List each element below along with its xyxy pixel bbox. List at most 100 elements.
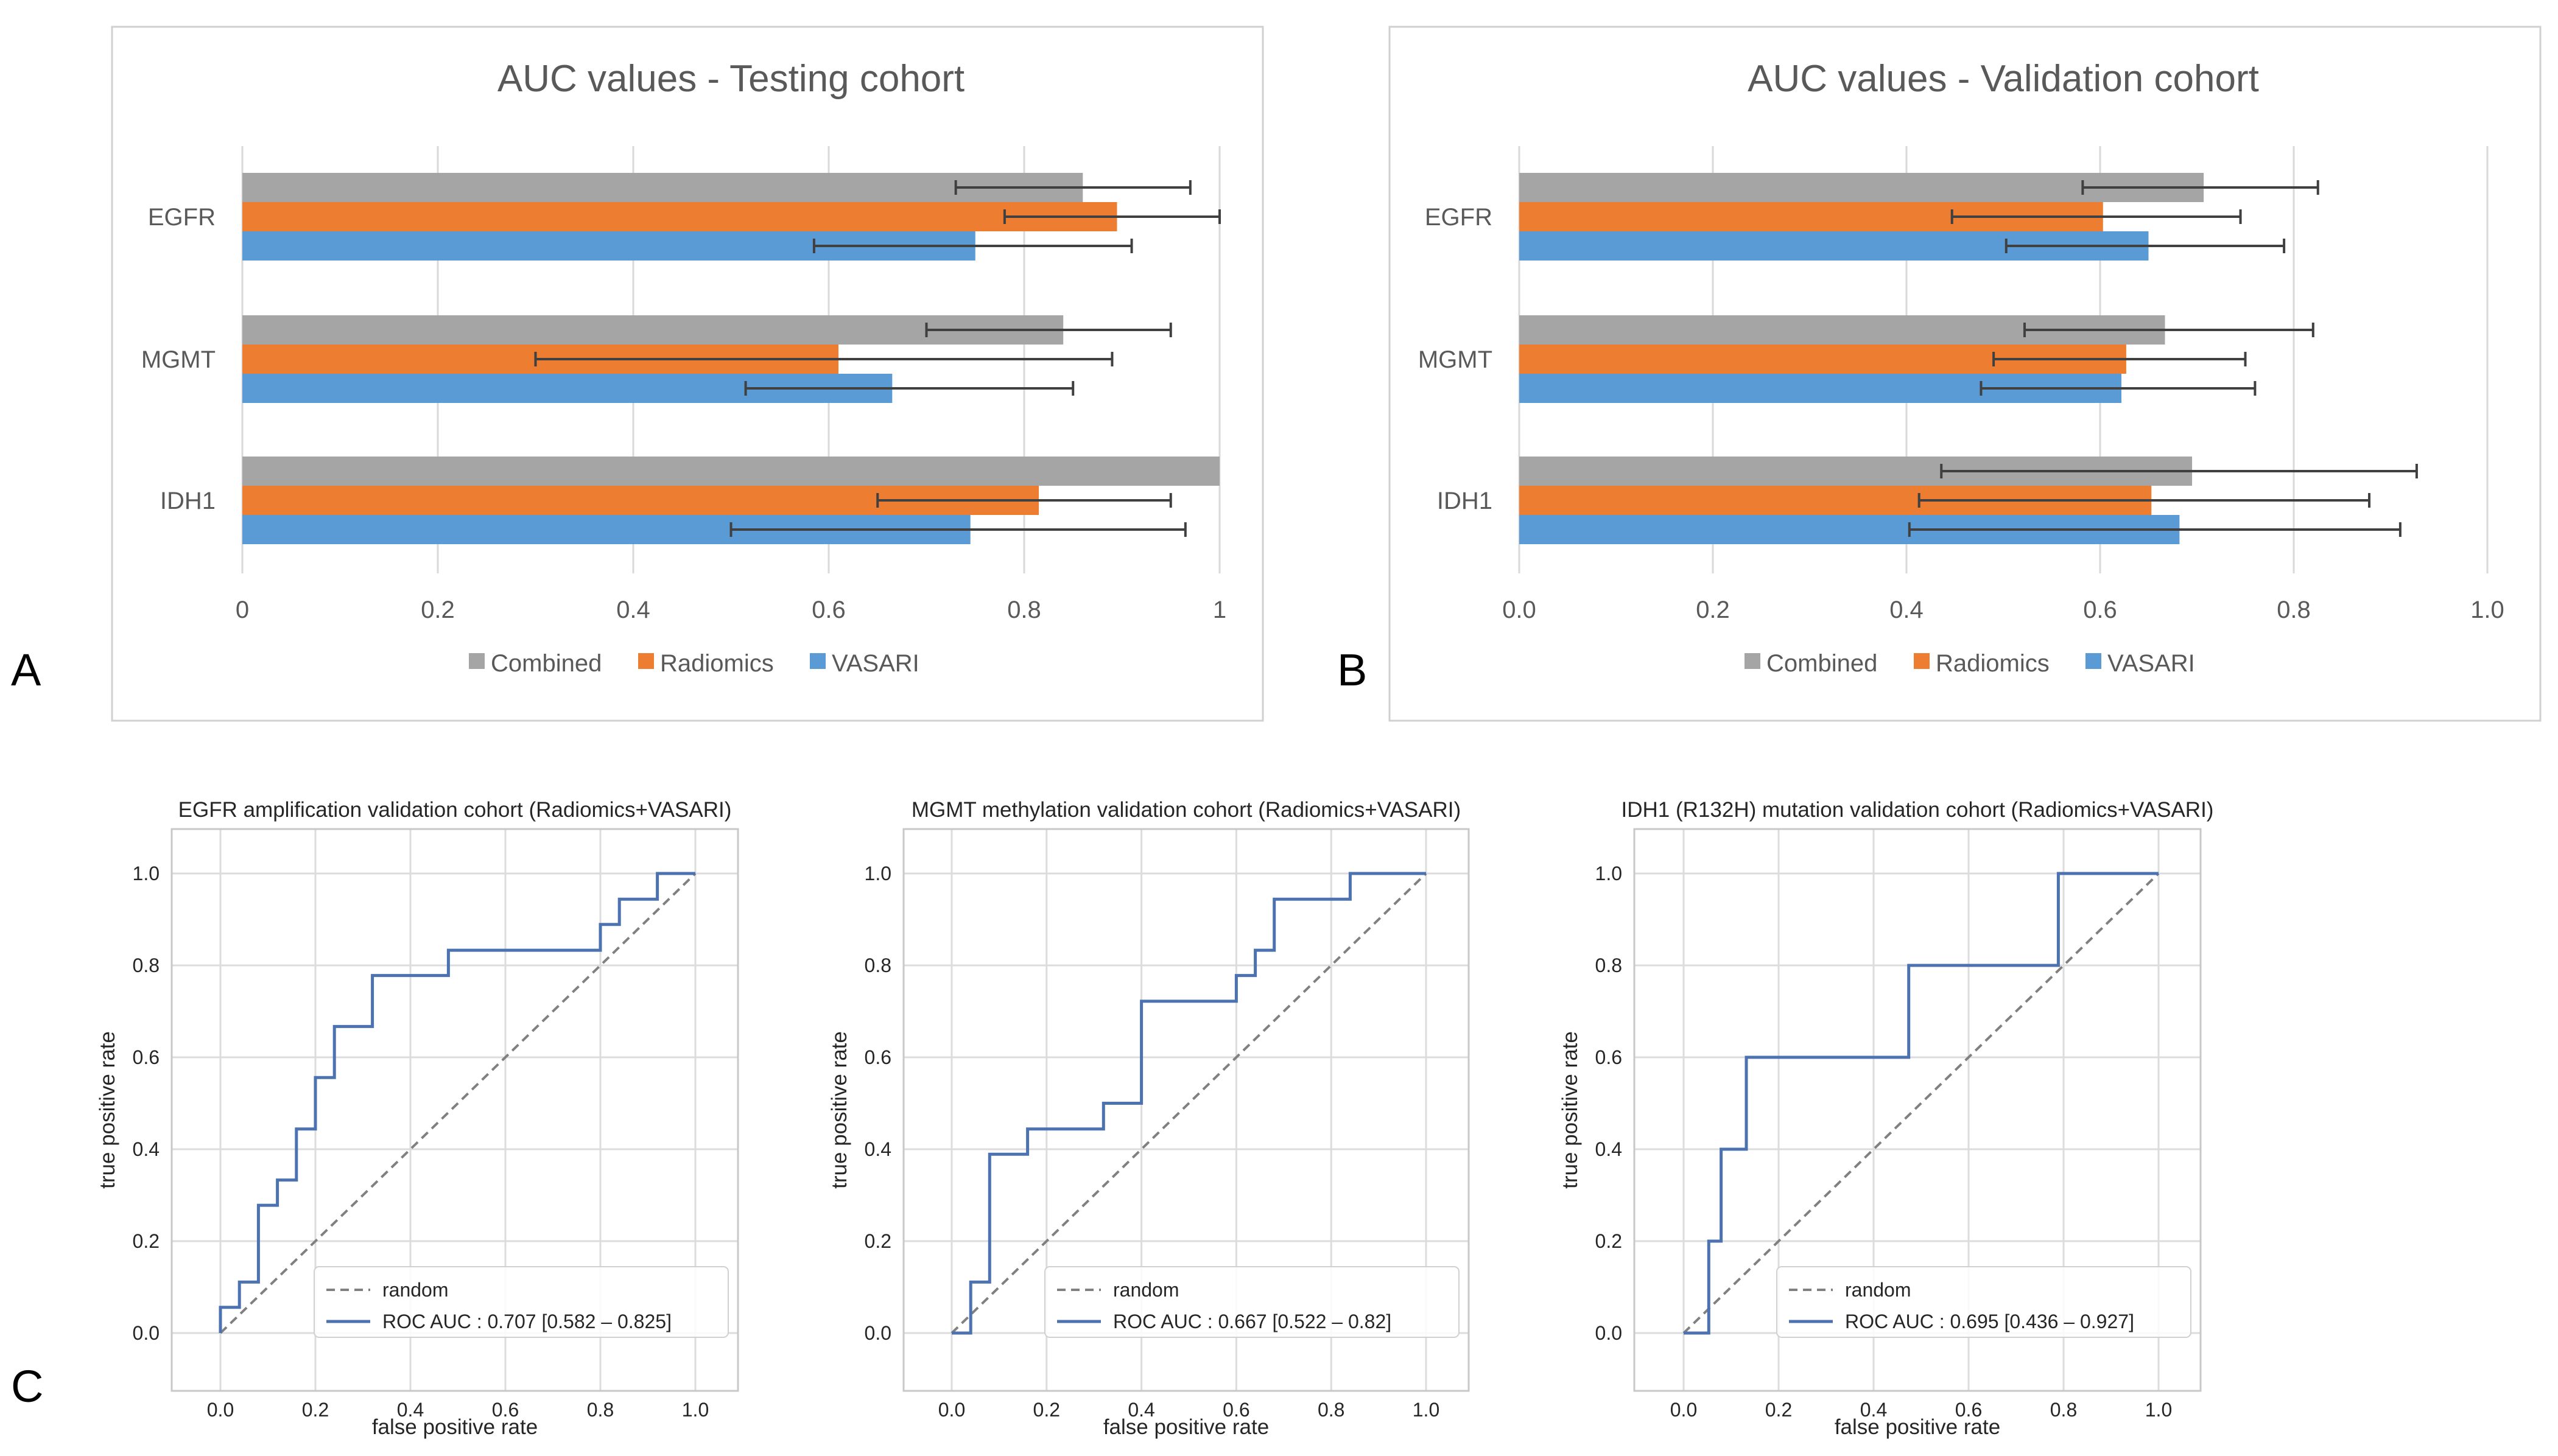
x-tick-label: 0.8 (1007, 597, 1041, 623)
x-tick-label: 0.2 (1033, 1399, 1060, 1421)
x-tick-label: 0.4 (616, 597, 650, 623)
y-tick-label: 0.6 (1595, 1046, 1622, 1068)
x-tick-label: 0.2 (1696, 597, 1730, 623)
y-tick-label: 0.8 (865, 954, 891, 976)
bar-chart-1: AUC values - Validation cohort 0.0 0.2 0.4 0… (1388, 26, 2542, 722)
legend-label-radiomics: Radiomics (1936, 650, 2050, 677)
x-tick-label: 0.6 (2083, 597, 2117, 623)
roc-title: IDH1 (R132H) mutation validation cohort … (1622, 798, 2214, 822)
roc-chart-panels: EGFR amplification validation cohort (Ra… (96, 798, 2213, 1439)
category-label: EGFR (148, 204, 216, 231)
legend-label-random: random (382, 1279, 449, 1301)
legend-swatch-radiomics (1914, 653, 1930, 669)
random-line (1682, 872, 2160, 1334)
roc-legend (1776, 1266, 2191, 1338)
y-axis-label: true positive rate (96, 1031, 119, 1189)
plot-frame (902, 828, 1470, 1392)
category-label: MGMT (141, 346, 216, 373)
y-tick-label: 0.6 (133, 1046, 160, 1068)
y-tick-label: 0.6 (865, 1046, 891, 1068)
bar-combined-egfr (242, 173, 1083, 202)
category-label: EGFR (1425, 204, 1492, 231)
roc-chart-0: EGFR amplification validation cohort (Ra… (96, 798, 739, 1439)
x-tick-label: 1 (1213, 597, 1226, 623)
chart-title: AUC values - Validation cohort (1748, 58, 2259, 100)
x-axis-label: false positive rate (1103, 1415, 1269, 1439)
y-tick-label: 1.0 (133, 863, 160, 884)
y-tick-label: 0.2 (865, 1230, 891, 1252)
y-tick-label: 0.0 (865, 1322, 891, 1344)
random-line (219, 872, 697, 1334)
legend-label-vasari: VASARI (832, 650, 919, 677)
x-tick-label: 0.8 (2050, 1399, 2077, 1421)
legend-label-combined: Combined (1766, 650, 1877, 677)
x-tick-label: 0.6 (812, 597, 846, 623)
x-tick-label: 0.8 (1318, 1399, 1344, 1421)
panel-labels: A B C (11, 645, 1367, 1412)
y-tick-label: 0.4 (1595, 1138, 1622, 1160)
x-tick-label: 0.6 (492, 1399, 519, 1421)
category-label: IDH1 (160, 488, 216, 514)
x-tick-label: 0.2 (302, 1399, 329, 1421)
legend-swatch-vasari (2085, 653, 2101, 669)
x-tick-label: 0.6 (1223, 1399, 1249, 1421)
y-tick-label: 0.8 (133, 954, 160, 976)
legend-label-roc: ROC AUC : 0.707 [0.582 – 0.825] (382, 1311, 672, 1332)
category-label: MGMT (1418, 346, 1492, 373)
legend-swatch-combined (1745, 653, 1760, 669)
legend-swatch-vasari (810, 653, 826, 669)
chart-title: AUC values - Testing cohort (497, 58, 965, 100)
y-tick-label: 0.0 (1595, 1322, 1622, 1344)
category-label: IDH1 (1437, 488, 1492, 514)
roc-curve (952, 872, 1426, 1335)
x-tick-label: 1.0 (682, 1399, 709, 1421)
y-axis-label: true positive rate (1558, 1031, 1582, 1189)
legend-swatch-combined (469, 653, 485, 669)
plot-frame (170, 828, 739, 1392)
x-tick-label: 0.8 (2277, 597, 2311, 623)
y-tick-label: 0.8 (1595, 954, 1622, 976)
panel-label-b: B (1337, 645, 1367, 695)
roc-legend (314, 1266, 729, 1338)
x-tick-label: 1.0 (1413, 1399, 1439, 1421)
legend-swatch-radiomics (638, 653, 654, 669)
y-tick-label: 1.0 (865, 863, 891, 884)
panel-label-a: A (11, 645, 41, 695)
legend-label-random: random (1113, 1279, 1179, 1301)
x-tick-label: 0.4 (1860, 1399, 1887, 1421)
roc-legend (1044, 1266, 1460, 1338)
x-axis-label: false positive rate (372, 1415, 538, 1439)
x-axis-label: false positive rate (1835, 1415, 2000, 1439)
legend-label-vasari: VASARI (2107, 650, 2195, 677)
bar-chart-0: AUC values - Testing cohort 0 0.2 0.4 0.6 0.8… (111, 26, 1264, 722)
bar-chart-panels: AUC values - Testing cohort 0 0.2 0.4 0.6 0.8… (111, 26, 2542, 722)
bar-combined-idh1 (242, 457, 1220, 486)
roc-title: EGFR amplification validation cohort (Ra… (178, 798, 732, 822)
legend-label-radiomics: Radiomics (660, 650, 774, 677)
legend-label-roc: ROC AUC : 0.695 [0.436 – 0.927] (1845, 1311, 2134, 1332)
roc-title: MGMT methylation validation cohort (Radi… (912, 798, 1461, 822)
roc-curve (219, 872, 695, 1333)
roc-chart-1: MGMT methylation validation cohort (Radi… (827, 798, 1470, 1439)
x-tick-label: 0.2 (421, 597, 455, 623)
x-tick-label: 0.4 (397, 1399, 424, 1421)
y-tick-label: 0.2 (1595, 1230, 1622, 1252)
x-tick-label: 1.0 (2470, 597, 2504, 623)
x-tick-label: 1.0 (2145, 1399, 2172, 1421)
roc-chart-2: IDH1 (R132H) mutation validation cohort … (1558, 798, 2213, 1439)
panel-label-c: C (11, 1361, 43, 1412)
x-tick-label: 0.4 (1889, 597, 1924, 623)
y-tick-label: 1.0 (1595, 863, 1622, 884)
legend-label-combined: Combined (491, 650, 602, 677)
legend-label-roc: ROC AUC : 0.667 [0.522 – 0.82] (1113, 1311, 1391, 1332)
x-tick-label: 0.6 (1955, 1399, 1982, 1421)
x-tick-label: 0.0 (938, 1399, 965, 1421)
x-tick-label: 0.0 (207, 1399, 234, 1421)
y-tick-label: 0.4 (133, 1138, 160, 1160)
bar-radiomics-egfr (242, 202, 1117, 231)
x-tick-label: 0 (236, 597, 249, 623)
x-tick-label: 0.0 (1502, 597, 1536, 623)
legend-label-random: random (1845, 1279, 1911, 1301)
x-tick-label: 0.8 (587, 1399, 614, 1421)
